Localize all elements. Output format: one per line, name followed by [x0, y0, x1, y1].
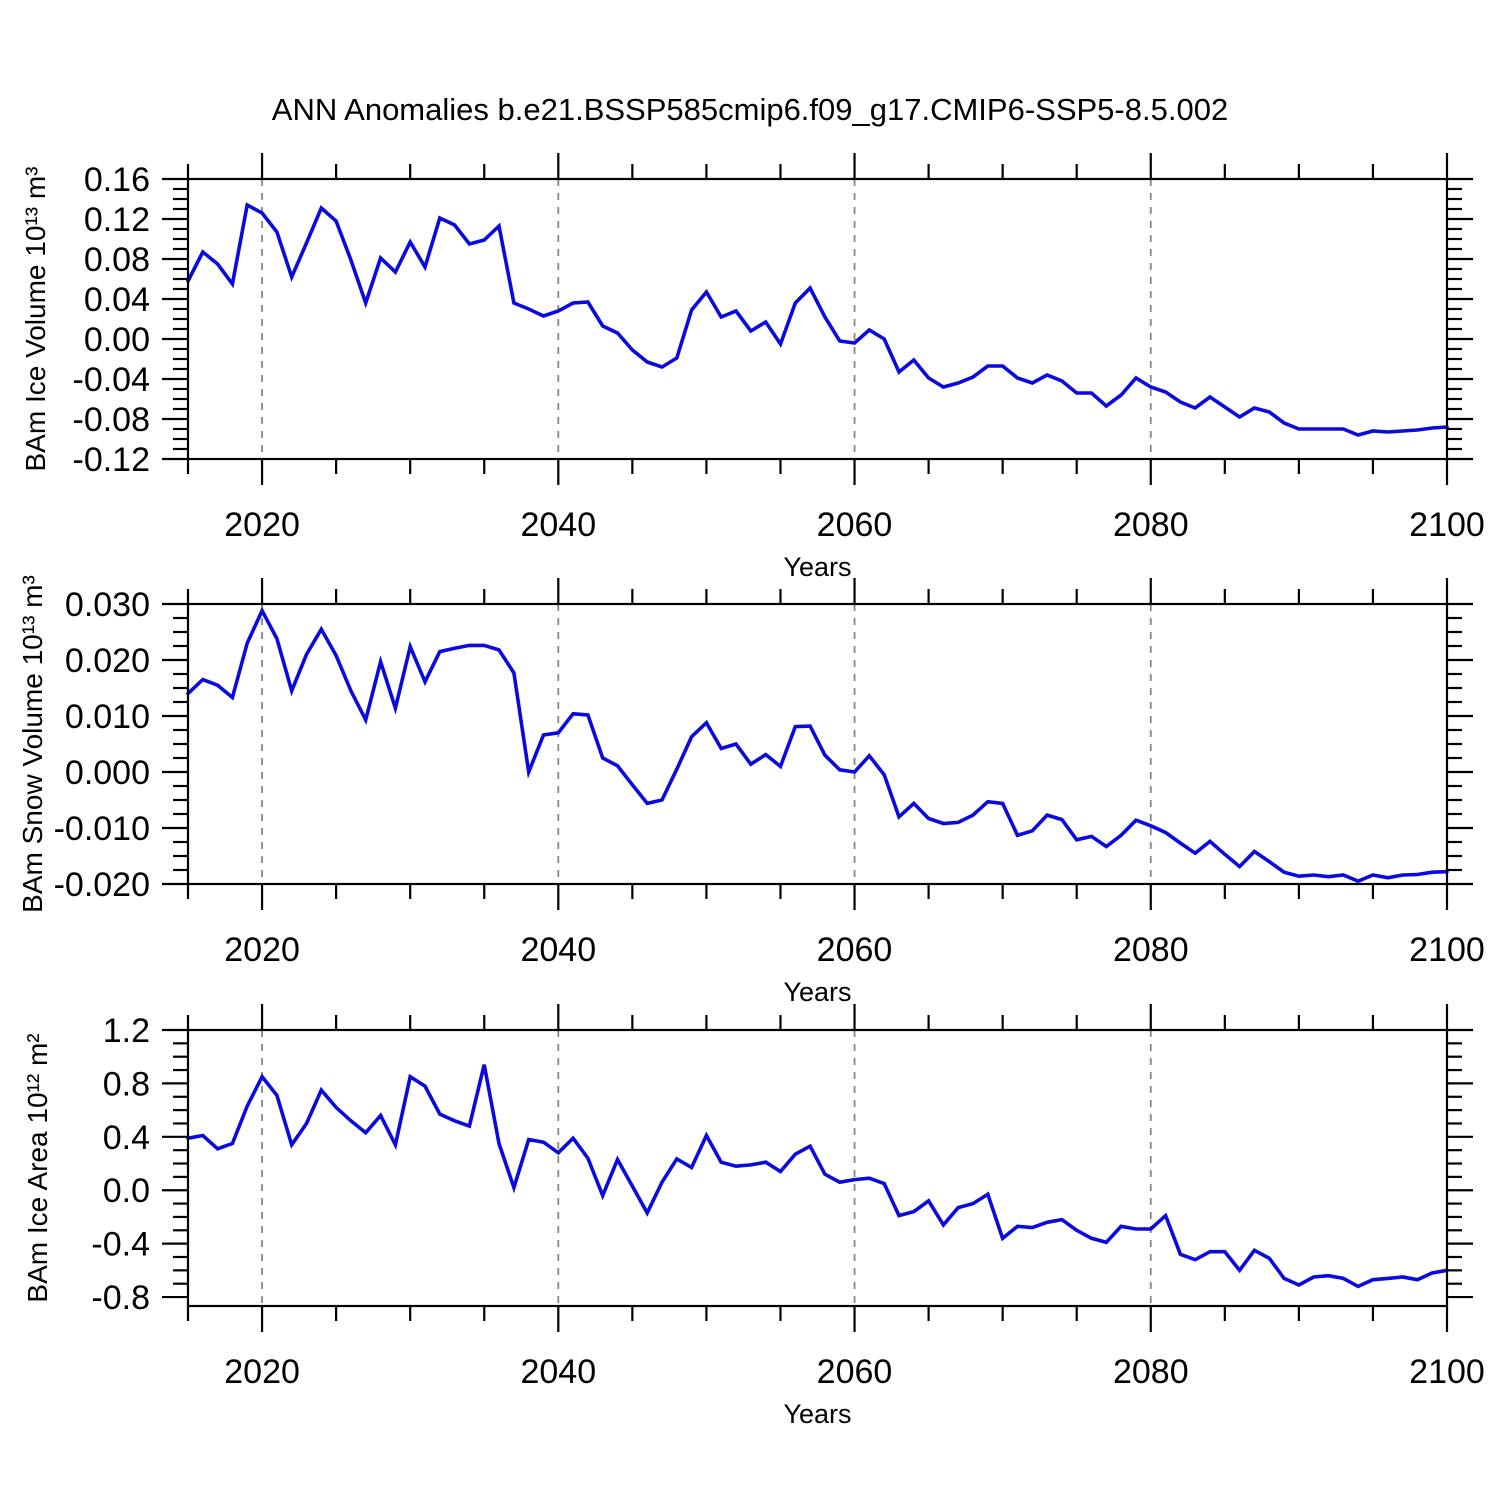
ice-area-tick-labels: 2020 2040 2060 2080 2100 1.2 0.8 0.4 0.0 -0.4 -0.8 — [91, 1012, 1484, 1391]
ice-area-ytick-label: 0.4 — [103, 1119, 150, 1157]
ice-area-xtick-label: 2060 — [817, 1353, 893, 1391]
ice-area-xtick-label: 2080 — [1113, 1353, 1189, 1391]
ice-volume-ytick-label: -0.12 — [73, 441, 151, 479]
snow-volume-ytick-label: -0.010 — [54, 810, 150, 848]
ice-volume-gridlines — [261, 179, 1152, 459]
ice-area-frame — [186, 1028, 1449, 1308]
snow-volume-ytick-label: 0.000 — [65, 754, 150, 792]
chart-panel-snow-volume: 2020 2040 2060 2080 2100 0.030 0.020 0.010 0.000… — [54, 578, 1485, 969]
chart-panel-ice-volume: 2020 2040 2060 2080 2100 0.160.120.080.040.00… — [73, 153, 1485, 544]
snow-volume-series-line — [186, 606, 1449, 884]
ice-volume-ticks — [162, 153, 1473, 485]
ice-volume-xtick-label: 2080 — [1113, 506, 1189, 544]
snow-volume-ytick-label: -0.020 — [54, 866, 150, 904]
ice-volume-frame — [186, 177, 1449, 461]
ice-volume-xtick-label: 2060 — [817, 506, 893, 544]
ice-volume-ytick-label: -0.08 — [73, 401, 151, 439]
ice-volume-tick-labels: 2020 2040 2060 2080 2100 0.160.120.080.040.00… — [73, 161, 1485, 544]
ice-volume-xtick-label: 2020 — [224, 506, 300, 544]
snow-volume-ticks — [162, 578, 1473, 910]
ice-area-xtick-label: 2040 — [520, 1353, 596, 1391]
ice-volume-xtick-label: 2100 — [1409, 506, 1485, 544]
snow-volume-gridlines — [261, 604, 1152, 884]
snow-volume-ytick-label: 0.020 — [65, 642, 150, 680]
ice-volume-ytick-label: 0.04 — [84, 281, 150, 319]
xaxis-title-2: Years — [783, 977, 852, 1007]
snow-volume-xtick-label: 2060 — [817, 931, 893, 969]
snow-volume-xtick-label: 2080 — [1113, 931, 1189, 969]
snow-volume-xtick-label: 2100 — [1409, 931, 1485, 969]
ice-area-xtick-label: 2100 — [1409, 1353, 1485, 1391]
ice-volume-ytick-label: 0.00 — [84, 321, 150, 359]
ice-volume-ytick-label: 0.16 — [84, 161, 150, 199]
ice-volume-xtick-label: 2040 — [520, 506, 596, 544]
xaxis-title-1: Years — [783, 552, 852, 582]
ice-volume-ytick-label: -0.04 — [73, 361, 151, 399]
figure-title: ANN Anomalies b.e21.BSSP585cmip6.f09_g17… — [271, 92, 1229, 127]
snow-volume-ytick-label: 0.030 — [65, 586, 150, 624]
ice-area-ytick-label: -0.4 — [91, 1226, 150, 1264]
ice-volume-ytick-label: 0.12 — [84, 201, 150, 239]
ice-area-gridlines — [261, 1030, 1152, 1306]
ice-area-series-line — [186, 1064, 1449, 1289]
snow-volume-xtick-label: 2020 — [224, 931, 300, 969]
ice-area-xtick-label: 2020 — [224, 1353, 300, 1391]
snow-volume-ytick-label: 0.010 — [65, 698, 150, 736]
snow-volume-xtick-label: 2040 — [520, 931, 596, 969]
ice-area-ytick-label: 0.0 — [103, 1172, 150, 1210]
ice-volume-series-line — [186, 202, 1449, 437]
ice-area-ytick-label: 0.8 — [103, 1065, 150, 1103]
ice-area-ticks — [162, 1004, 1473, 1332]
xaxis-title-3: Years — [783, 1399, 852, 1429]
ice-area-ytick-label: -0.8 — [91, 1279, 150, 1317]
chart-panel-ice-area: 2020 2040 2060 2080 2100 1.2 0.8 0.4 0.0 -0.4 -0.8 — [91, 1004, 1485, 1391]
snow-volume-tick-labels: 2020 2040 2060 2080 2100 0.030 0.020 0.010 0.000… — [54, 586, 1485, 969]
ice-area-ytick-label: 1.2 — [103, 1012, 150, 1050]
ice-volume-ytick-label: 0.08 — [84, 241, 150, 279]
